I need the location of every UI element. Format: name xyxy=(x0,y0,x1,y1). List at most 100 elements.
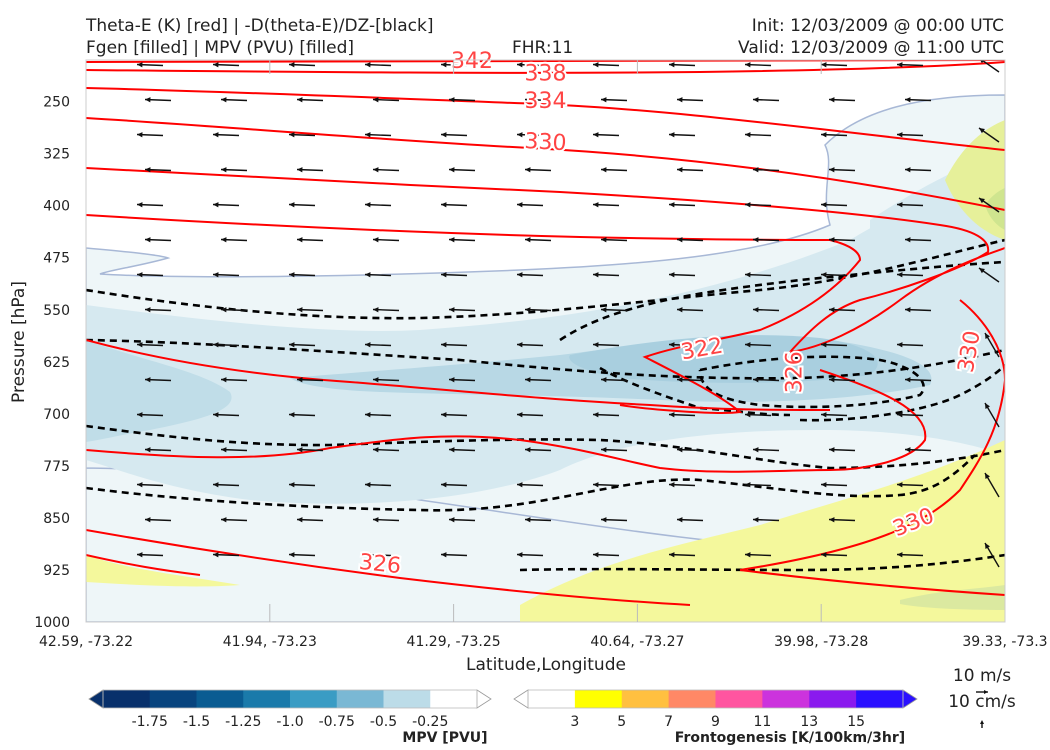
x-tick-label: 40.64, -73.27 xyxy=(590,634,684,650)
wind-arrowhead xyxy=(669,482,675,488)
wind-arrowhead xyxy=(517,482,523,488)
colorbar-swatch xyxy=(243,690,291,708)
wind-arrowhead xyxy=(601,377,607,383)
y-tick-label: 325 xyxy=(43,147,70,163)
wind-arrowhead xyxy=(449,377,455,383)
theta-e-326-mid xyxy=(86,339,831,411)
wind-arrowhead xyxy=(365,482,371,488)
wind-arrowhead xyxy=(593,272,599,278)
wind-arrowhead xyxy=(221,517,227,523)
wind-arrowhead xyxy=(753,167,759,173)
theta-e-contour-label: 326 xyxy=(783,351,808,393)
wind-arrowhead xyxy=(829,377,835,383)
colorbar-tick-label: -0.5 xyxy=(370,714,397,730)
y-tick-label: 400 xyxy=(43,199,70,215)
wind-arrowhead xyxy=(365,132,371,138)
wind-arrowhead xyxy=(213,272,219,278)
wind-arrowhead xyxy=(985,543,990,549)
wind-arrowhead xyxy=(373,97,379,103)
wind-arrowhead xyxy=(213,132,219,138)
theta-e-contour-label: 326 xyxy=(358,550,402,579)
wind-arrowhead xyxy=(821,482,827,488)
colorbar-tick-label: 15 xyxy=(847,714,865,730)
wind-arrowhead xyxy=(829,447,835,453)
wind-arrowhead xyxy=(753,237,759,243)
wind-arrowhead xyxy=(441,552,447,558)
fgen-region-lower-right xyxy=(520,440,1005,622)
wind-arrowhead xyxy=(441,272,447,278)
wind-key-vertical: 10 cm/s xyxy=(948,692,1016,712)
wind-arrowhead xyxy=(213,62,219,68)
mpv-colorbar: -1.75 -1.5 -1.25 -1.0 -0.75 -0.5 -0.25 xyxy=(88,689,492,730)
x-tick-label: 41.94, -73.23 xyxy=(223,634,317,650)
wind-arrowhead xyxy=(137,412,143,418)
wind-arrowhead xyxy=(221,97,227,103)
forecast-hour: FHR:11 xyxy=(512,38,573,58)
wind-arrowhead xyxy=(601,167,607,173)
wind-arrowhead xyxy=(137,482,143,488)
wind-arrowhead xyxy=(979,268,985,274)
wind-arrowhead xyxy=(517,272,523,278)
wind-arrowhead xyxy=(137,202,143,208)
wind-arrowhead xyxy=(593,132,599,138)
theta-e-330-right xyxy=(739,299,1005,571)
theta-e-contour-label: 330 xyxy=(524,129,567,156)
wind-arrowhead xyxy=(821,342,827,348)
colorbar-extend-left xyxy=(513,689,529,709)
mpv-colorbar-title: MPV [PVU] xyxy=(402,730,487,746)
wind-arrowhead xyxy=(517,552,523,558)
wind-key: 10 m/s 10 cm/s xyxy=(948,666,1016,728)
wind-arrowhead xyxy=(517,342,523,348)
wind-arrowhead xyxy=(677,167,683,173)
colorbar-tick-label: 11 xyxy=(753,714,771,730)
colorbar-tick-label: -1.75 xyxy=(132,714,168,730)
wind-arrowhead xyxy=(985,403,990,409)
wind-arrowhead xyxy=(897,482,903,488)
colorbar-swatch xyxy=(574,690,623,708)
wind-arrowhead xyxy=(897,552,903,558)
wind-arrowhead xyxy=(365,272,371,278)
frontogenesis-colorbar: 3 5 7 9 11 13 15 xyxy=(513,689,918,730)
colorbar-outline xyxy=(527,689,904,709)
wind-arrowhead xyxy=(745,202,751,208)
colorbar-tick-label: 3 xyxy=(570,714,579,730)
colorbar-swatch xyxy=(715,690,763,708)
wind-arrowhead xyxy=(669,342,675,348)
wind-arrowhead xyxy=(905,97,911,103)
wind-arrowhead xyxy=(137,132,143,138)
wind-arrowhead xyxy=(897,412,903,418)
wind-arrowhead xyxy=(517,62,523,68)
wind-arrowhead xyxy=(601,517,607,523)
colorbar-swatch xyxy=(290,690,338,708)
y-tick-label: 250 xyxy=(43,95,70,111)
wind-arrowhead xyxy=(829,517,835,523)
wind-arrowhead xyxy=(525,167,531,173)
wind-arrowhead xyxy=(905,377,911,383)
theta-e-326-upper xyxy=(86,167,1005,354)
wind-arrowhead xyxy=(441,412,447,418)
theta-e-contour-label: 334 xyxy=(525,89,567,114)
colorbar-outline xyxy=(102,689,478,709)
y-tick-label: 550 xyxy=(43,303,70,319)
theta-e-contour-label: 342 xyxy=(451,49,493,74)
wind-arrowhead xyxy=(365,202,371,208)
wind-arrowhead xyxy=(525,377,531,383)
wind-arrowhead xyxy=(213,202,219,208)
wind-arrowhead xyxy=(593,552,599,558)
theta-e-322-lower xyxy=(86,435,831,473)
wind-arrowhead xyxy=(137,272,143,278)
wind-arrowhead xyxy=(525,447,531,453)
fgen-region-lower-right-green xyxy=(900,585,1005,610)
wind-arrowhead xyxy=(221,307,227,313)
colorbar-tick-label: 13 xyxy=(800,714,818,730)
wind-arrowhead xyxy=(297,167,303,173)
colorbar-extend-right xyxy=(476,689,492,709)
wind-arrowhead xyxy=(601,237,607,243)
wind-arrowhead xyxy=(221,167,227,173)
fgen-region-lower-left xyxy=(86,555,240,587)
colorbar-swatch xyxy=(809,690,857,708)
colorbar-swatch xyxy=(856,690,904,708)
wind-arrowhead xyxy=(297,237,303,243)
wind-arrowhead xyxy=(669,62,675,68)
